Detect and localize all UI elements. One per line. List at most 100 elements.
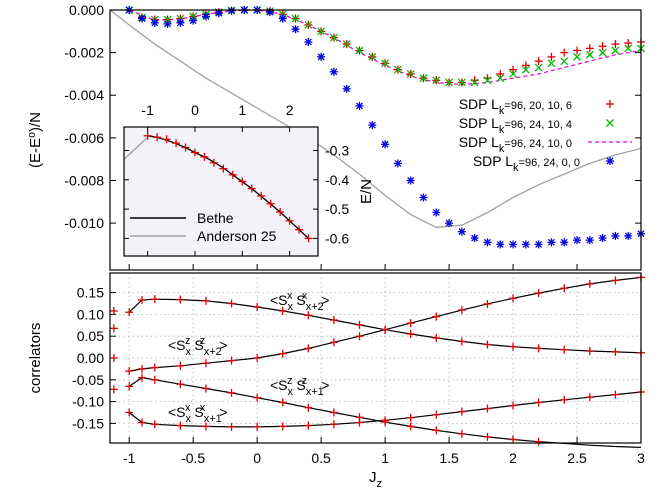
ann-close: > — [321, 377, 329, 393]
x-tick-label: -1 — [123, 450, 136, 466]
correlator-point — [227, 388, 236, 397]
point-series-1 — [470, 78, 479, 87]
point-series-1 — [381, 59, 390, 68]
point-series-1 — [304, 20, 313, 29]
correlator-point — [150, 375, 159, 384]
inset-point — [162, 135, 171, 144]
correlator-point — [355, 418, 364, 427]
point-series-3-d2 — [304, 38, 312, 46]
point-series-3 — [317, 52, 326, 61]
point-series-3-d2 — [611, 232, 619, 240]
y-tick-label: 0.05 — [77, 328, 104, 344]
point-series-3-d2 — [138, 15, 146, 22]
inset-y-axis-label: E/N — [358, 179, 375, 204]
point-series-1 — [585, 50, 594, 59]
legend-sample-marker — [606, 119, 614, 127]
inset-point — [247, 184, 256, 193]
correlator-point — [585, 393, 594, 402]
point-series-3-d2 — [483, 238, 491, 246]
point-series-3-d2 — [189, 17, 197, 25]
point-series-1-d2 — [329, 33, 338, 42]
y-tick-label: -0.05 — [72, 372, 104, 388]
correlator-annotation: <Sxx Sx+2x > — [270, 290, 329, 313]
correlator-annotation: <Sxx Sx+1x > — [168, 402, 227, 425]
point-series-3-d2 — [343, 85, 351, 93]
correlator-point — [137, 296, 146, 305]
correlator-point — [509, 342, 518, 351]
point-series-1 — [419, 74, 428, 83]
point-series-3-d2 — [394, 159, 402, 167]
point-series-1-d2 — [291, 14, 300, 23]
point-series-1-d2 — [368, 52, 377, 61]
point-series-3 — [470, 234, 479, 243]
y-tick-label: 0.00 — [77, 350, 104, 366]
series-dashed-line — [128, 9, 642, 86]
legend-label: SDP Lk=96, 24, 10, 0 — [459, 134, 572, 155]
inset-point — [153, 133, 162, 142]
point-series-0 — [573, 46, 582, 55]
point-series-3 — [573, 236, 582, 245]
point-series-3 — [355, 101, 364, 110]
point-series-3-d2 — [279, 15, 287, 22]
point-series-3-d2 — [573, 236, 581, 244]
inset-x-tick-label: 0 — [191, 102, 199, 118]
y-tick-label: 0.10 — [77, 306, 104, 322]
correlators-plot-frame — [109, 272, 642, 444]
legend-label-sub: k — [499, 105, 505, 117]
ann-sub: x — [186, 413, 192, 425]
point-series-3-d2 — [586, 236, 594, 244]
point-series-1-d2 — [432, 76, 441, 85]
point-series-1-d2 — [560, 57, 569, 66]
legend-label-main: SDP L — [473, 153, 513, 169]
x-axis-label-main: J — [369, 469, 377, 486]
point-series-1-d2 — [342, 40, 351, 49]
ann-mid: S — [191, 337, 204, 353]
point-series-1 — [573, 52, 581, 61]
correlator-point — [278, 306, 287, 315]
point-series-3 — [137, 14, 146, 23]
correlator-point — [253, 354, 262, 362]
correlator-curve — [129, 276, 642, 372]
ann-sup: x — [200, 402, 206, 414]
correlator-point — [585, 279, 594, 288]
point-series-1 — [342, 40, 351, 49]
point-series-3-d2 — [432, 208, 440, 216]
point-series-3 — [534, 240, 543, 249]
correlator-point — [329, 408, 338, 417]
point-series-3-d2 — [445, 219, 453, 227]
point-series-3-d2 — [547, 238, 555, 246]
correlator-point — [109, 354, 118, 362]
y-tick-label: -0.010 — [64, 215, 104, 231]
point-series-3-d2 — [458, 228, 466, 236]
correlator-point — [509, 435, 518, 444]
y-tick-label: 0.000 — [69, 2, 104, 18]
correlator-point — [125, 408, 134, 417]
correlator-point — [304, 403, 313, 412]
y-tick-label: -0.006 — [64, 130, 104, 146]
ann-sup: x — [287, 290, 293, 302]
point-series-3-d2 — [228, 7, 236, 15]
correlator-point — [560, 395, 569, 404]
correlator-point — [381, 325, 390, 334]
legend-sample-marker-d2 — [606, 157, 614, 165]
correlator-point — [109, 385, 118, 394]
correlator-point — [483, 432, 492, 441]
point-series-1-d2 — [393, 65, 402, 74]
inset-background — [124, 127, 318, 256]
correlator-point — [201, 384, 210, 393]
point-series-1-d2 — [509, 69, 518, 78]
point-series-1 — [406, 69, 415, 78]
point-series-3-d2 — [381, 140, 389, 148]
point-series-1-d2 — [470, 78, 479, 87]
point-series-3-d2 — [624, 232, 632, 240]
inset-point — [143, 131, 152, 140]
point-series-3-d2 — [471, 234, 479, 242]
inset-point — [285, 216, 294, 225]
correlator-point — [176, 380, 185, 389]
point-series-0 — [611, 40, 620, 49]
inset-point — [209, 158, 218, 167]
correlator-point — [176, 421, 185, 430]
ann-sub: x+2 — [306, 301, 324, 313]
